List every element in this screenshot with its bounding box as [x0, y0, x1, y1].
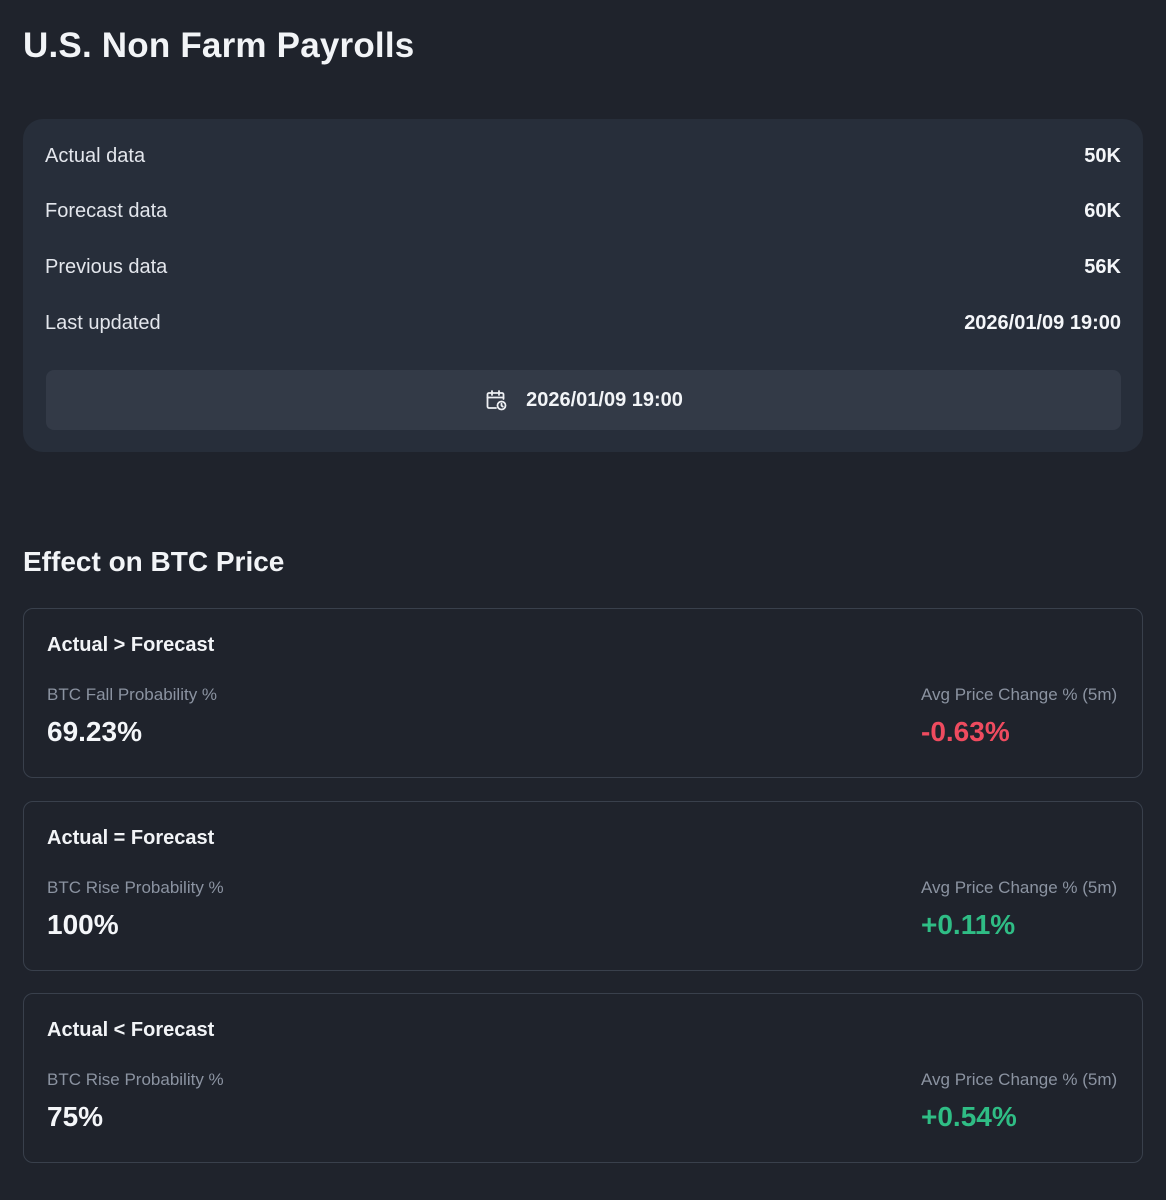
price-change-value: +0.11%	[921, 909, 1016, 940]
page-title: U.S. Non Farm Payrolls	[23, 26, 415, 65]
release-date-button[interactable]: 2026/01/09 19:00	[46, 370, 1121, 430]
price-change-label: Avg Price Change % (5m)	[921, 878, 1118, 897]
previous-data-label: Previous data	[45, 255, 168, 278]
effect-card-actual-above-forecast: Actual > Forecast BTC Fall Probability %…	[23, 608, 1143, 778]
previous-data-value: 56K	[1084, 255, 1121, 278]
actual-data-value: 50K	[1084, 144, 1121, 167]
condition-label: Actual < Forecast	[47, 1019, 215, 1041]
actual-data-row: Actual data 50K	[45, 141, 1121, 171]
price-change-block: Avg Price Change % (5m) +0.11%	[921, 878, 1117, 941]
condition-label: Actual = Forecast	[47, 827, 215, 849]
price-change-block: Avg Price Change % (5m) +0.54%	[921, 1070, 1117, 1133]
price-change-value: +0.54%	[921, 1101, 1017, 1132]
forecast-data-value: 60K	[1084, 199, 1121, 222]
effect-card-actual-equals-forecast: Actual = Forecast BTC Rise Probability %…	[23, 801, 1143, 971]
release-data-card: Actual data 50K Forecast data 60K Previo…	[23, 119, 1143, 452]
price-change-block: Avg Price Change % (5m) -0.63%	[921, 685, 1117, 748]
probability-value: 69.23%	[47, 716, 142, 747]
probability-value: 100%	[47, 909, 119, 940]
last-updated-label: Last updated	[45, 311, 161, 334]
effect-card-actual-below-forecast: Actual < Forecast BTC Rise Probability %…	[23, 993, 1143, 1163]
calendar-clock-icon	[484, 388, 508, 412]
probability-label: BTC Fall Probability %	[47, 685, 218, 704]
last-updated-row: Last updated 2026/01/09 19:00	[45, 308, 1121, 338]
release-date-label: 2026/01/09 19:00	[526, 388, 683, 411]
effect-section-title: Effect on BTC Price	[23, 546, 285, 577]
condition-label: Actual > Forecast	[47, 634, 215, 656]
price-change-label: Avg Price Change % (5m)	[921, 1070, 1118, 1089]
last-updated-value: 2026/01/09 19:00	[964, 311, 1121, 334]
forecast-data-label: Forecast data	[45, 199, 168, 222]
price-change-label: Avg Price Change % (5m)	[921, 685, 1118, 704]
price-change-value: -0.63%	[921, 716, 1010, 747]
probability-value: 75%	[47, 1101, 104, 1132]
actual-data-label: Actual data	[45, 144, 146, 167]
probability-label: BTC Rise Probability %	[47, 878, 224, 897]
previous-data-row: Previous data 56K	[45, 252, 1121, 282]
forecast-data-row: Forecast data 60K	[45, 196, 1121, 226]
probability-label: BTC Rise Probability %	[47, 1070, 224, 1089]
